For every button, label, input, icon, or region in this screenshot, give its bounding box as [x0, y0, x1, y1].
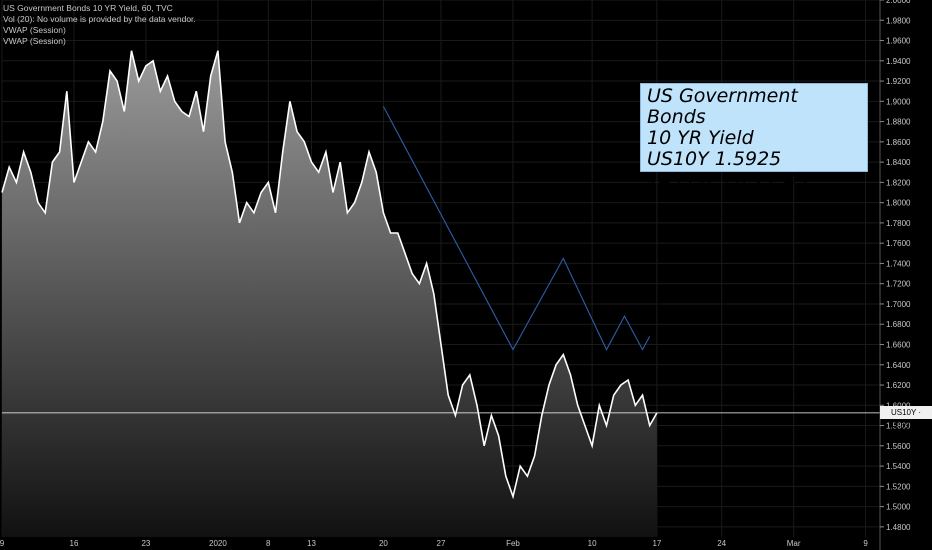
x-tick-label: 2020: [209, 539, 227, 548]
y-axis: 2.0000 1.9800 1.9600 1.9400 1.9200 1.9000 1.88…: [880, 0, 911, 532]
y-tick-label: 1.5800: [886, 422, 911, 431]
x-tick-label: 24: [717, 539, 726, 548]
y-tick-label: 1.7800: [886, 219, 911, 228]
y-tick-label: 2.0000: [886, 0, 911, 5]
x-tick-label: Mar: [787, 539, 801, 548]
y-tick-label: 1.6400: [886, 361, 911, 370]
y-tick-label: 1.8000: [886, 199, 911, 208]
y-tick-label: 1.6600: [886, 340, 911, 349]
legend-vwap-2: VWAP (Session): [3, 36, 66, 46]
y-tick-label: 1.4800: [886, 523, 911, 532]
info-line-3: US10Y 1.5925: [647, 148, 782, 170]
legend-vwap-1: VWAP (Session): [3, 25, 66, 35]
legend-volume: Vol (20): No volume is provided by the d…: [3, 14, 196, 24]
y-tick-label: 1.5000: [886, 503, 911, 512]
y-tick-label: 1.9000: [886, 97, 911, 106]
y-tick-label: 1.5400: [886, 462, 911, 471]
y-tick-label: 1.6000: [886, 401, 911, 410]
y-tick-label: 1.7600: [886, 239, 911, 248]
info-box: US Government Bonds 10 YR Yield US10Y 1.…: [640, 83, 868, 191]
y-tick-label: 1.5600: [886, 442, 911, 451]
x-tick-label: 20: [379, 539, 388, 548]
y-tick-label: 1.9600: [886, 37, 911, 46]
price-area: [2, 50, 657, 537]
y-tick-label: 1.7000: [886, 300, 911, 309]
y-tick-label: 1.8200: [886, 178, 911, 187]
y-tick-label: 1.9400: [886, 57, 911, 66]
x-tick-label: 8: [266, 539, 271, 548]
y-tick-label: 1.6200: [886, 381, 911, 390]
x-tick-label: 9: [0, 539, 5, 548]
last-price-tag: US10Y · 1.5925: [880, 406, 932, 430]
y-tick-label: 1.5200: [886, 482, 911, 491]
projection-line: [382, 106, 651, 351]
price-line: [1, 50, 658, 500]
x-axis: 9 16 23 2020 8 13 20 27 Feb 10 17 24 Mar 9: [0, 539, 868, 548]
x-tick-label: 23: [141, 539, 150, 548]
info-line-4: 14 Feb '20 17:45: [647, 169, 809, 191]
y-tick-label: 1.9800: [886, 16, 911, 25]
x-tick-label: 13: [307, 539, 316, 548]
y-tick-label: 1.8600: [886, 138, 911, 147]
y-tick-label: 1.8400: [886, 158, 911, 167]
x-tick-label: 27: [437, 539, 446, 548]
y-tick-label: 1.6800: [886, 320, 911, 329]
x-tick-label: Feb: [506, 539, 520, 548]
info-line-1: US Government Bonds: [647, 85, 798, 128]
x-tick-label: 17: [652, 539, 661, 548]
y-tick-label: 1.8800: [886, 118, 911, 127]
chart-legend: US Government Bonds 10 YR Yield, 60, TVC…: [3, 3, 196, 47]
x-tick-label: 10: [588, 539, 597, 548]
y-tick-label: 1.9200: [886, 77, 911, 86]
y-tick-label: 1.7400: [886, 259, 911, 268]
legend-title: US Government Bonds 10 YR Yield, 60, TVC: [3, 3, 173, 13]
info-line-2: 10 YR Yield: [647, 127, 754, 149]
x-tick-label: 9: [863, 539, 868, 548]
y-tick-label: 1.7200: [886, 280, 911, 289]
x-tick-label: 16: [70, 539, 79, 548]
